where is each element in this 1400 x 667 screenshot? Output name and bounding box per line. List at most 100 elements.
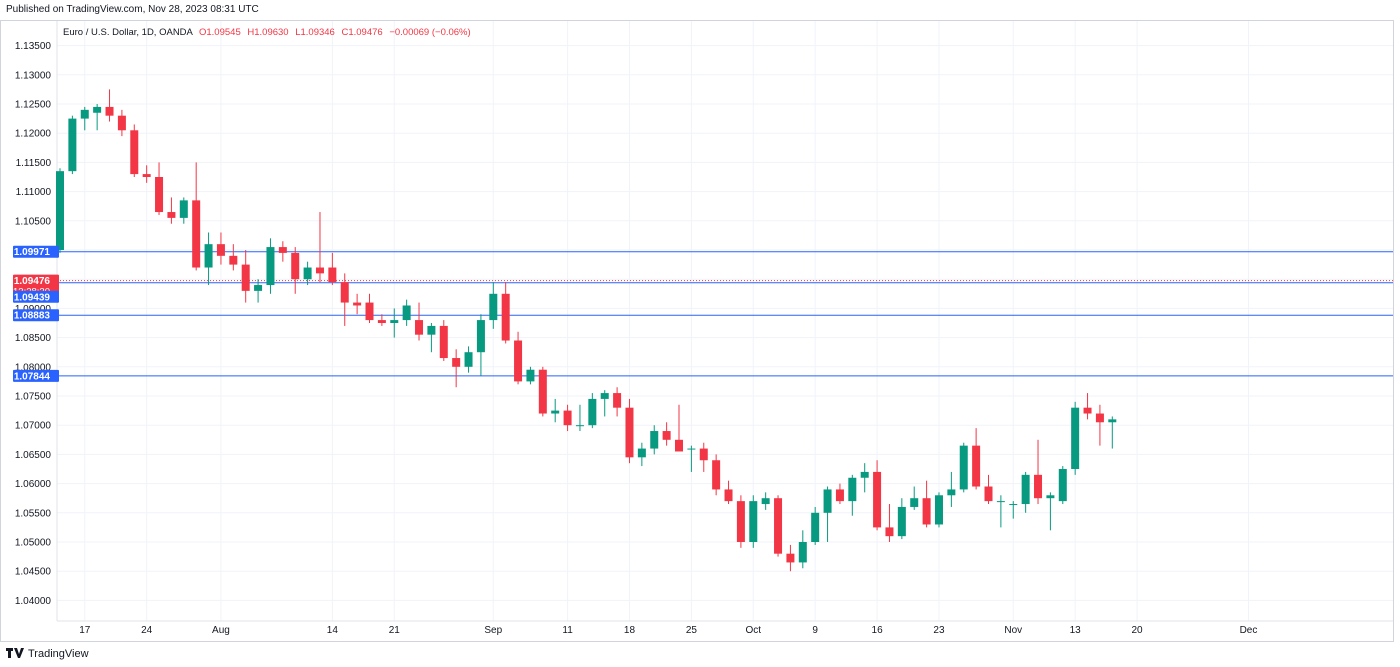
y-tick-label: 1.13000 — [15, 70, 52, 81]
candle-body — [600, 393, 609, 399]
candle-body — [192, 200, 201, 268]
candlestick-series — [56, 89, 1117, 572]
candle-body — [1071, 407, 1080, 469]
x-tick-label: 18 — [624, 625, 636, 636]
y-tick-label: 1.04500 — [15, 567, 52, 578]
candle-body — [439, 325, 448, 359]
legend-high: H1.09630 — [247, 27, 288, 38]
candle-body — [179, 200, 188, 218]
x-tick-label: Oct — [745, 625, 761, 636]
candle-body — [291, 252, 300, 280]
candle-body — [786, 553, 795, 563]
candle-body — [328, 267, 337, 283]
candle-body — [377, 320, 386, 323]
time-axis: 17 24 Aug 14 21 Sep 11 18 25 Oct 9 16 23 Nov 13 20 Dec — [79, 625, 1257, 636]
candle-body — [167, 212, 176, 218]
candle-body — [105, 106, 114, 116]
candle-body — [613, 393, 622, 408]
candle-body — [910, 498, 919, 507]
price-badge — [13, 309, 59, 322]
price-chart[interactable]: 1.04000 1.04500 1.05000 1.05500 1.06000 1.065… — [1, 21, 1393, 641]
y-tick-label: 1.06500 — [15, 450, 52, 461]
candle-body — [526, 369, 535, 382]
candle-body — [798, 542, 807, 563]
tradingview-logo-icon[interactable] — [6, 647, 24, 661]
y-tick-label: 1.08500 — [15, 333, 52, 344]
x-tick-label: Nov — [1004, 625, 1022, 636]
legend: Euro / U.S. Dollar, 1D, OANDA O1.09545 H… — [63, 27, 471, 38]
legend-symbol: Euro / U.S. Dollar, 1D, OANDA — [63, 27, 194, 38]
candle-body — [761, 498, 770, 505]
legend-close: C1.09476 — [341, 27, 382, 38]
candle-body — [972, 445, 981, 487]
candle-body — [117, 115, 126, 131]
price-badge-label: 1.08883 — [14, 311, 51, 322]
price-badge-label: 1.09439 — [14, 292, 51, 303]
candle-body — [588, 398, 597, 426]
tradingview-brand[interactable]: TradingView — [28, 648, 89, 660]
candle-body — [353, 302, 362, 306]
candle-body — [885, 527, 894, 537]
y-tick-label: 1.08000 — [15, 362, 52, 373]
candle-body — [934, 495, 943, 525]
candle-body — [68, 118, 77, 172]
candle-body — [365, 302, 374, 321]
legend-low: L1.09346 — [295, 27, 335, 38]
y-tick-label: 1.11000 — [16, 187, 52, 198]
price-badge-label: 1.09476 — [14, 276, 51, 287]
candle-body — [538, 369, 547, 414]
candle-body — [699, 448, 708, 461]
candle-body — [452, 358, 461, 367]
y-tick-label: 1.13500 — [15, 41, 52, 52]
candle-body — [415, 320, 424, 335]
candle-body — [1034, 474, 1043, 499]
candle-body — [216, 244, 225, 256]
legend-open: O1.09545 — [199, 27, 241, 38]
x-tick-label: 21 — [389, 625, 401, 636]
price-badge-label: 1.07844 — [14, 371, 51, 382]
candle-body — [848, 477, 857, 502]
candle-body — [687, 448, 696, 450]
candle-body — [315, 267, 324, 274]
x-tick-label: 16 — [872, 625, 884, 636]
chart-panel[interactable]: 1.04000 1.04500 1.05000 1.05500 1.06000 1.065… — [0, 20, 1394, 642]
candle-body — [1021, 474, 1030, 505]
candle-body — [340, 282, 349, 303]
price-axis: 1.04000 1.04500 1.05000 1.05500 1.06000 1.065… — [15, 41, 52, 607]
candle-body — [254, 285, 263, 291]
candle-body — [922, 498, 931, 525]
y-tick-label: 1.10500 — [15, 216, 52, 227]
candle-body — [897, 506, 906, 537]
candle-body — [464, 352, 473, 367]
legend-change: −0.00069 (−0.06%) — [389, 27, 470, 38]
candle-body — [155, 177, 164, 213]
candle-body — [724, 489, 733, 502]
candle-body — [712, 460, 721, 490]
candle-body — [501, 293, 510, 341]
candle-body — [390, 320, 399, 323]
x-tick-label: 13 — [1070, 625, 1082, 636]
candle-body — [489, 293, 498, 321]
y-tick-label: 1.12500 — [15, 100, 52, 111]
candle-body — [1046, 495, 1055, 499]
price-badges: 1.099711.088831.078441.0947613:28:301.09… — [13, 245, 59, 382]
y-tick-label: 1.07500 — [15, 392, 52, 403]
candle-body — [637, 448, 646, 458]
y-tick-label: 1.11500 — [16, 158, 52, 169]
x-tick-label: 17 — [79, 625, 91, 636]
candle-body — [266, 247, 275, 286]
candle-body — [1009, 504, 1018, 506]
y-tick-label: 1.05000 — [15, 538, 52, 549]
candle-body — [823, 489, 832, 513]
candle-body — [1083, 407, 1092, 414]
candle-body — [563, 410, 572, 426]
x-tick-label: Aug — [212, 625, 230, 636]
x-tick-label: 11 — [562, 625, 573, 636]
candle-body — [860, 471, 869, 478]
candle-body — [241, 264, 250, 291]
price-badge-label: 1.09971 — [14, 247, 51, 258]
candle-body — [947, 489, 956, 496]
candle-body — [662, 431, 671, 440]
candle-body — [984, 486, 993, 502]
y-tick-label: 1.05500 — [15, 508, 52, 519]
